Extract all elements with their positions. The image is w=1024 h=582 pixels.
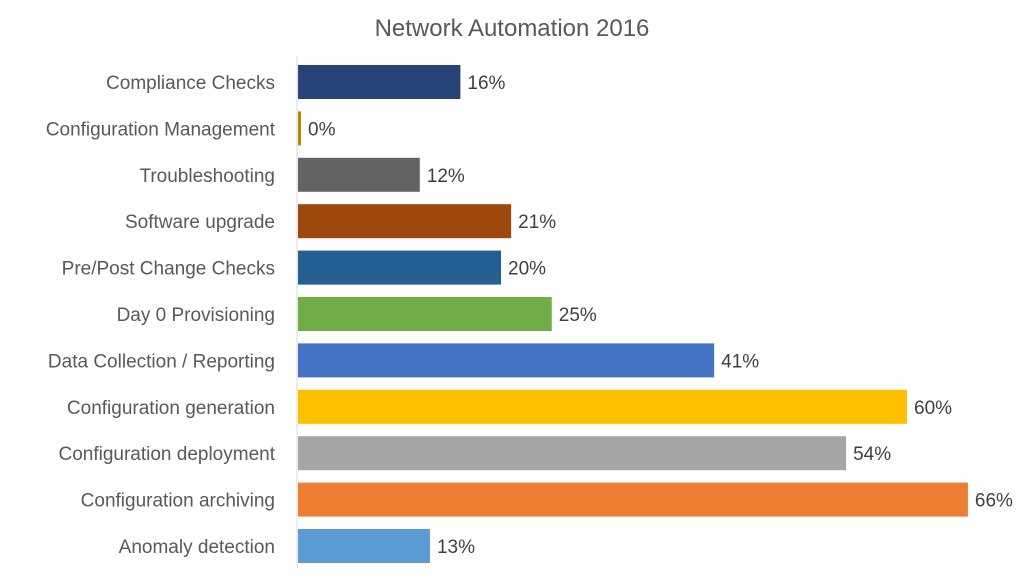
category-label: Anomaly detection <box>119 537 275 558</box>
bar <box>298 204 512 239</box>
data-label: 41% <box>721 351 759 372</box>
category-label: Day 0 Provisioning <box>117 305 275 326</box>
data-label: 16% <box>467 73 505 94</box>
data-label: 0% <box>308 119 336 140</box>
category-label: Compliance Checks <box>106 73 275 94</box>
bar <box>298 389 907 424</box>
data-label: 12% <box>427 166 465 187</box>
bar <box>298 482 968 517</box>
bar <box>298 65 461 99</box>
category-label: Software upgrade <box>125 212 275 233</box>
chart-title: Network Automation 2016 <box>375 15 650 42</box>
category-label: Configuration deployment <box>58 444 275 465</box>
bar <box>298 111 301 146</box>
data-label: 66% <box>975 491 1013 512</box>
bar <box>298 157 420 192</box>
category-label: Configuration Management <box>46 119 276 140</box>
category-label: Configuration generation <box>67 398 275 419</box>
data-label: 20% <box>508 259 546 280</box>
category-label: Data Collection / Reporting <box>48 351 275 372</box>
category-label: Pre/Post Change Checks <box>62 259 275 280</box>
category-label: Configuration archiving <box>81 491 275 512</box>
bar <box>298 343 715 378</box>
data-label: 54% <box>853 444 891 465</box>
bar <box>298 297 552 331</box>
bar <box>298 436 847 471</box>
category-label: Troubleshooting <box>139 166 275 187</box>
data-label: 25% <box>559 305 597 326</box>
bars-group: Compliance Checks 16% Configuration Manage… <box>46 65 1013 563</box>
bar <box>298 529 430 563</box>
bar <box>298 250 501 285</box>
data-label: 13% <box>437 537 475 558</box>
data-label: 60% <box>914 398 952 419</box>
data-label: 21% <box>518 212 556 233</box>
